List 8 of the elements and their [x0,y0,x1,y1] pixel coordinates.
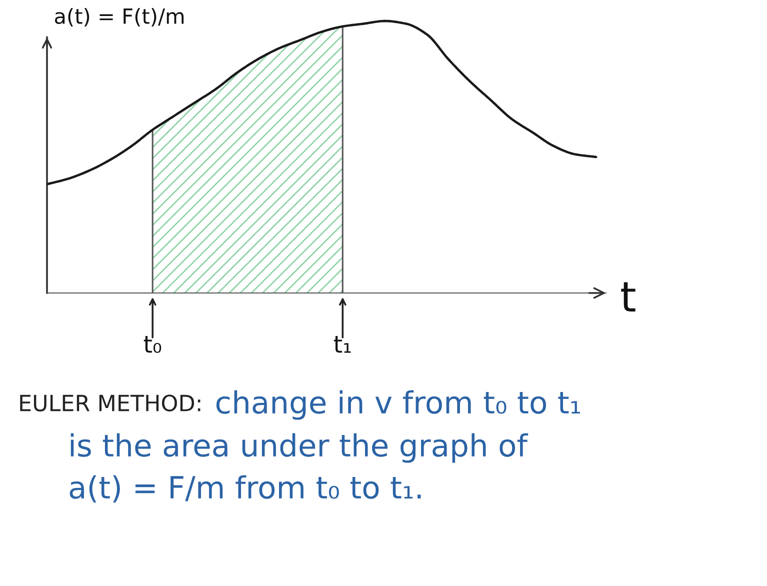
text: is the area under the graph of [70,433,528,463]
x-axis-title: t [621,282,636,312]
x-tick-label: t₀ [144,336,162,353]
text: a(t) = F/m from t₀ to t₁. [70,475,421,502]
text: change in v from t₀ to t₁ [216,390,580,420]
x-tick-label: t₁ [334,336,351,353]
y-axis-title: a(t) = F(t)/m [54,8,184,26]
text: EULER METHOD: [20,394,200,412]
